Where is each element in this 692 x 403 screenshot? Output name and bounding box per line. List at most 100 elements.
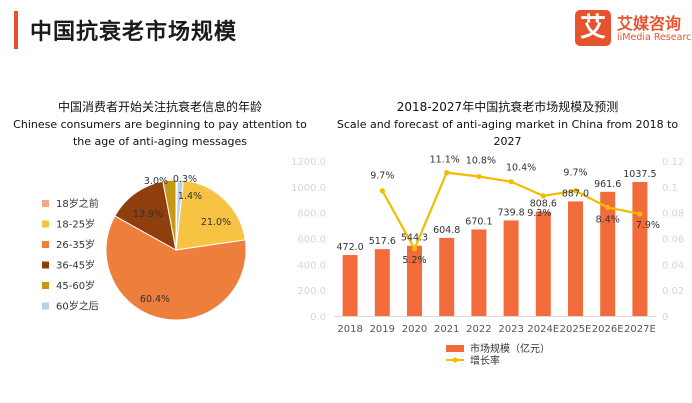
bar — [374, 249, 390, 316]
pie-legend-label: 36-45岁 — [56, 259, 95, 272]
growth-rate-label: 8.4% — [596, 215, 620, 226]
y-axis-right-tick-label: 0.08 — [662, 209, 684, 220]
growth-rate-point — [444, 170, 450, 176]
growth-rate-label: 9.7% — [563, 168, 587, 179]
growth-rate-label: 10.8% — [466, 156, 496, 167]
bar-value-label: 961.6 — [594, 179, 621, 190]
growth-rate-label: 5.2% — [402, 255, 426, 266]
y-axis-left-tick-label: 600.0 — [297, 235, 326, 246]
bar-chart-title: 2018-2027年中国抗衰老市场规模及预测 — [396, 100, 619, 114]
pie-legend-label: 45-60岁 — [56, 279, 95, 292]
y-axis-left-tick-label: 0.0 — [310, 312, 326, 323]
growth-rate-point — [540, 193, 546, 199]
logo-text-en: iiMedia Research — [617, 32, 692, 43]
pie-slice — [175, 179, 246, 251]
growth-rate-point — [411, 246, 418, 252]
y-axis-right-tick-label: 0.04 — [662, 260, 684, 271]
page-title: 中国抗衰老市场规模 — [30, 20, 238, 45]
growth-rate-label: 7.9% — [636, 220, 660, 231]
pie-legend-swatch — [42, 261, 49, 269]
pie-chart-subtitle-line-1: Chinese consumers are beginning to pay a… — [13, 118, 307, 131]
growth-rate-point — [572, 188, 579, 194]
bar — [407, 245, 422, 316]
x-axis-tick-label: 2025E — [560, 324, 592, 335]
pie-slice-label: 21.0% — [201, 217, 231, 228]
y-axis-left-tick-label: 400.0 — [297, 260, 326, 271]
x-axis-tick-label: 2027E — [624, 324, 656, 335]
x-axis-tick-label: 2019 — [370, 324, 395, 335]
legend-label-bar: 市场规模（亿元） — [470, 342, 550, 355]
bar-value-label: 604.8 — [433, 225, 460, 236]
pie-chart-title: 中国消费者开始关注抗衰老信息的年龄 — [57, 100, 262, 114]
y-axis-left-tick-label: 200.0 — [297, 286, 326, 297]
pie-slice — [162, 179, 177, 251]
x-axis-tick-label: 2018 — [337, 324, 362, 335]
y-axis-right-tick-label: 0 — [662, 312, 668, 323]
bar-value-label: 517.6 — [369, 236, 396, 247]
bar-value-label: 808.6 — [530, 199, 557, 210]
bar-value-label: 670.1 — [465, 216, 492, 227]
x-axis-tick-label: 2024E — [527, 324, 559, 335]
bar — [600, 191, 616, 316]
bar-chart-header: 2018-2027年中国抗衰老市场规模及预测 Scale and forecas… — [330, 99, 685, 150]
growth-rate-label: 11.1% — [430, 155, 460, 166]
bar-value-label: 472.0 — [336, 242, 363, 253]
bar-value-label: 887.0 — [562, 188, 589, 199]
pie-chart-header: 中国消费者开始关注抗衰老信息的年龄 Chinese consumers are … — [10, 99, 310, 150]
y-axis-left-tick-label: 800.0 — [297, 209, 326, 220]
growth-rate-point — [637, 211, 643, 217]
growth-rate-point — [508, 179, 514, 185]
pie-slice — [105, 215, 247, 321]
pie-legend-swatch — [42, 220, 49, 228]
growth-rate-label: 10.4% — [506, 163, 536, 174]
x-axis-tick-label: 2022 — [466, 324, 491, 335]
bar-chart-subtitle: Scale and forecast of anti-aging market … — [336, 118, 679, 148]
pie-slice-label: 13.9% — [133, 209, 163, 220]
bar — [439, 237, 455, 316]
pie-slice-label: 0.3% — [173, 174, 197, 185]
pie-legend-label: 18-25岁 — [56, 218, 95, 231]
pie-chart-subtitle-line-2: the age of anti-aging messages — [72, 135, 248, 148]
legend-swatch-line-point — [452, 357, 458, 363]
pie-slice-label: 60.4% — [140, 294, 170, 305]
y-axis-right-tick-label: 0.1 — [662, 183, 678, 194]
title-accent-bar — [14, 11, 18, 49]
bar-value-label: 1037.5 — [623, 169, 656, 180]
pie-legend-swatch — [42, 241, 49, 248]
y-axis-right-tick-label: 0.12 — [662, 157, 684, 168]
growth-rate-point — [379, 188, 385, 194]
y-axis-left-tick-label: 1200.0 — [291, 157, 326, 168]
legend-swatch-bar — [446, 345, 464, 352]
pie-slice-label: 1.4% — [178, 191, 202, 202]
bar — [342, 255, 358, 316]
x-axis-tick-label: 2026E — [592, 324, 624, 335]
bar — [632, 181, 648, 316]
legend-label-line: 增长率 — [470, 354, 500, 367]
growth-rate-label: 9.3% — [527, 208, 551, 219]
pie-legend-swatch — [42, 302, 49, 310]
pie-legend-label: 26-35岁 — [56, 238, 95, 251]
bar — [471, 229, 487, 316]
y-axis-right-tick-label: 0.02 — [662, 286, 684, 297]
x-axis-tick-label: 2023 — [498, 324, 523, 335]
pie-legend-swatch — [42, 200, 49, 207]
growth-rate-label: 9.7% — [370, 171, 394, 182]
growth-rate-point — [605, 204, 611, 211]
growth-rate-point — [476, 173, 482, 180]
bar — [535, 211, 551, 316]
bar — [503, 220, 519, 316]
pie-legend-label: 18岁之前 — [56, 197, 99, 210]
brand-logo: 艾 艾媒咨询 iiMedia Research — [575, 10, 692, 52]
pie-legend-swatch — [42, 282, 49, 289]
y-axis-right-tick-label: 0.06 — [662, 235, 684, 246]
logo-text-cn: 艾媒咨询 — [617, 14, 682, 33]
bar-value-label: 544.3 — [401, 233, 428, 244]
pie-slice-label: 3.0% — [144, 176, 168, 187]
x-axis-tick-label: 2020 — [402, 324, 427, 335]
bar — [568, 201, 583, 316]
logo-icon: 艾 — [575, 10, 611, 46]
x-axis-tick-label: 2021 — [434, 324, 459, 335]
pie-legend-label: 60岁之后 — [56, 300, 99, 313]
pie-slice — [114, 180, 177, 251]
